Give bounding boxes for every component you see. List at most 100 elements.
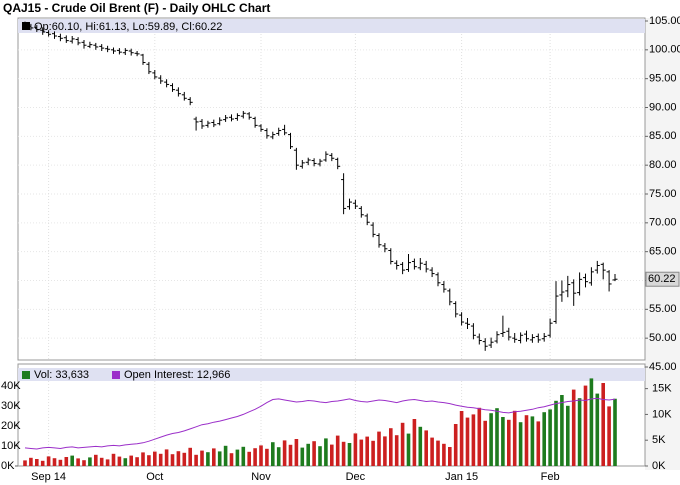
y-tick-label: 85.00 xyxy=(649,130,677,142)
volume-bar xyxy=(554,400,558,466)
volume-bar xyxy=(577,398,582,466)
volume-bar xyxy=(424,430,428,466)
volume-bar xyxy=(389,428,393,466)
volume-bar xyxy=(365,436,369,466)
volume-bar xyxy=(223,445,228,466)
y-tick-label: 30K xyxy=(1,400,21,412)
x-tick-label: Sep 14 xyxy=(31,471,66,483)
volume-bar xyxy=(194,454,198,466)
volume-bar xyxy=(88,457,92,466)
volume-bar xyxy=(99,457,104,466)
volume-bar xyxy=(288,444,293,466)
volume-bar xyxy=(52,458,57,466)
y-tick-label: 55.00 xyxy=(649,303,677,315)
y-tick-label: 75.00 xyxy=(649,188,677,200)
volume-bar xyxy=(495,408,499,466)
volume-bar xyxy=(312,441,316,466)
volume-bar xyxy=(129,455,133,466)
volume-bar xyxy=(176,451,181,466)
price-pane xyxy=(17,17,646,361)
volume-legend-band xyxy=(18,368,645,381)
volume-bar xyxy=(200,450,204,466)
volume-bar xyxy=(253,448,257,466)
volume-bar xyxy=(111,453,116,466)
volume-bar xyxy=(371,440,375,466)
volume-bar xyxy=(70,455,74,466)
volume-bar xyxy=(436,440,440,466)
volume-bar xyxy=(483,420,487,466)
legend-label: Vol: 33,633 xyxy=(34,369,89,381)
x-tick-label: Oct xyxy=(146,471,163,483)
y-tick-label: 105.00 xyxy=(649,15,680,27)
volume-bar xyxy=(524,415,529,466)
volume-bar xyxy=(141,452,145,466)
volume-bar xyxy=(477,407,482,466)
volume-bar xyxy=(489,413,493,466)
volume-bar xyxy=(542,412,546,466)
volume-bar xyxy=(589,378,594,466)
x-tick-label: Nov xyxy=(251,471,271,483)
price-legend-band xyxy=(18,19,645,33)
volume-bar xyxy=(35,459,39,466)
volume-bar xyxy=(548,409,552,466)
volume-bar xyxy=(359,439,364,466)
volume-bar xyxy=(471,414,476,466)
volume-bar xyxy=(282,440,287,466)
volume-bar xyxy=(512,410,517,466)
volume-bar xyxy=(182,452,187,466)
y-tick-label: 40K xyxy=(1,380,21,392)
volume-bar xyxy=(383,436,387,466)
volume-bar xyxy=(507,419,511,466)
volume-bar xyxy=(94,454,98,466)
y-tick-label: 20K xyxy=(1,420,21,432)
volume-bar xyxy=(406,433,411,466)
volume-bar xyxy=(212,448,216,466)
volume-bar xyxy=(271,442,275,466)
volume-bar xyxy=(135,457,139,466)
volume-bar xyxy=(430,437,434,466)
volume-bar xyxy=(306,443,310,466)
volume-bar xyxy=(318,446,322,466)
last-price-label: 60.22 xyxy=(648,273,676,285)
y-tick-label: 45.00 xyxy=(649,361,677,373)
x-tick-label: Feb xyxy=(541,471,560,483)
volume-bar xyxy=(607,406,611,466)
y-tick-label: 0K xyxy=(1,460,15,472)
legend-swatch xyxy=(112,371,120,379)
volume-bar xyxy=(235,449,240,466)
volume-bar xyxy=(158,453,163,466)
x-tick-label: Dec xyxy=(346,471,366,483)
volume-bar xyxy=(324,438,328,466)
volume-bar xyxy=(394,435,399,466)
volume-bar xyxy=(560,395,564,466)
volume-bar xyxy=(82,460,86,466)
last-price-box xyxy=(645,271,680,287)
ohlc-legend: Op:60.10, Hi:61.13, Lo:59.89, Cl:60.22 xyxy=(34,21,222,33)
volume-bar xyxy=(613,398,617,466)
volume-bar xyxy=(459,411,464,466)
y2-tick-label: 15K xyxy=(652,383,672,395)
volume-bar xyxy=(29,457,33,466)
y-tick-label: 95.00 xyxy=(649,73,677,85)
volume-bar xyxy=(164,449,169,466)
y2-tick-label: 5K xyxy=(652,434,666,446)
volume-bar xyxy=(188,447,192,466)
volume-bar xyxy=(206,452,210,466)
volume-bar xyxy=(377,431,381,466)
volume-bar xyxy=(465,417,470,466)
volume-bar xyxy=(601,383,605,466)
volume-bar xyxy=(442,443,446,466)
volume-bar xyxy=(76,458,80,466)
volume-bar xyxy=(571,389,576,466)
y-tick-label: 70.00 xyxy=(649,217,677,229)
volume-bar xyxy=(259,445,263,466)
volume-bar xyxy=(123,458,128,466)
volume-bar xyxy=(418,426,423,466)
volume-bar xyxy=(40,460,45,466)
volume-bar xyxy=(536,421,541,466)
legend-label: Open Interest: 12,966 xyxy=(124,369,230,381)
volume-bar xyxy=(412,419,417,466)
volume-bar xyxy=(153,451,157,466)
volume-bar xyxy=(46,456,51,466)
